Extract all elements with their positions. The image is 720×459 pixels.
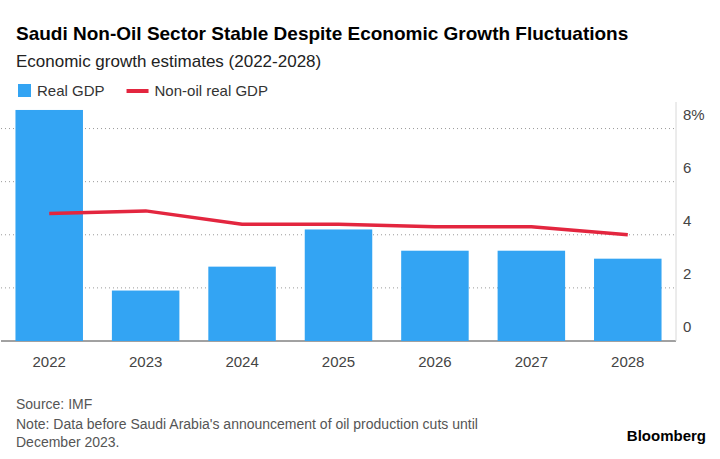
x-tick-label: 2027 bbox=[515, 353, 548, 370]
note: December 2023. bbox=[16, 434, 120, 450]
y-tick-label: 6 bbox=[683, 159, 691, 176]
x-tick-label: 2026 bbox=[418, 353, 451, 370]
marks bbox=[15, 110, 661, 341]
bar bbox=[112, 291, 179, 341]
grid-line bbox=[1, 181, 676, 182]
bar bbox=[498, 251, 566, 341]
bar bbox=[305, 229, 373, 341]
y-tick-label: 8% bbox=[683, 106, 705, 123]
bar bbox=[401, 251, 469, 341]
x-tick-label: 2023 bbox=[129, 353, 162, 370]
legend-label: Real GDP bbox=[37, 82, 105, 99]
note: Note: Data before Saudi Arabia's announc… bbox=[16, 416, 478, 432]
legend-item: Non-oil real GDP bbox=[127, 82, 268, 99]
title: Saudi Non-Oil Sector Stable Despite Econ… bbox=[16, 23, 628, 44]
legend-label: Non-oil real GDP bbox=[155, 82, 268, 99]
grid-line bbox=[1, 128, 676, 129]
y-tick-label: 2 bbox=[683, 265, 691, 282]
source: Source: IMF bbox=[16, 396, 92, 412]
line bbox=[49, 211, 628, 235]
bar bbox=[15, 110, 83, 341]
chart: Saudi Non-Oil Sector Stable Despite Econ… bbox=[0, 0, 720, 459]
x-tick-label: 2022 bbox=[33, 353, 66, 370]
legend-swatch bbox=[18, 84, 31, 97]
x-tick-label: 2028 bbox=[611, 353, 644, 370]
x-tick-label: 2025 bbox=[322, 353, 355, 370]
y-tick-label: 0 bbox=[683, 318, 691, 335]
y-axis-line bbox=[676, 102, 677, 341]
legend-swatch bbox=[127, 89, 149, 93]
x-tick-label: 2024 bbox=[225, 353, 258, 370]
y-tick-label: 4 bbox=[683, 212, 691, 229]
brand: Bloomberg bbox=[627, 427, 706, 444]
bar bbox=[594, 259, 662, 341]
bar bbox=[208, 267, 275, 341]
legend-item: Real GDP bbox=[18, 82, 105, 99]
subtitle: Economic growth estimates (2022-2028) bbox=[16, 52, 321, 71]
